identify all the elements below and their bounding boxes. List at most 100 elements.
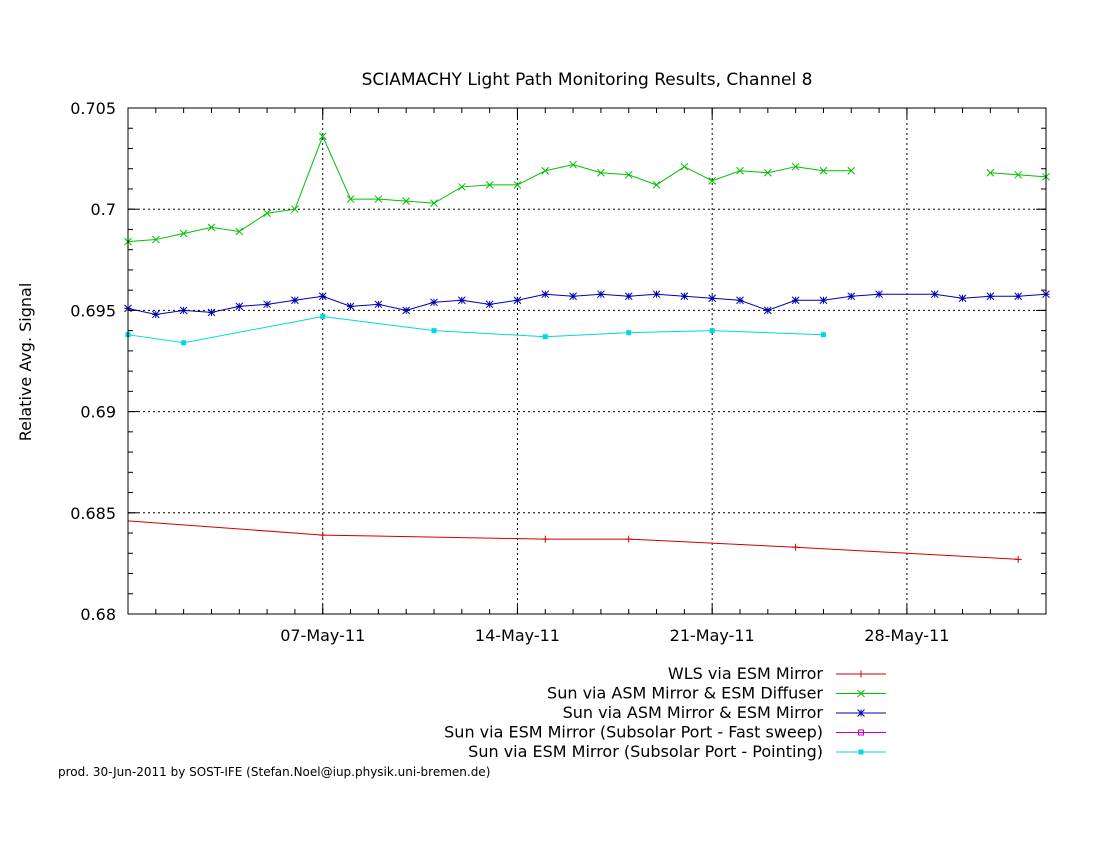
- data-point: [181, 340, 187, 346]
- data-point: [513, 296, 522, 305]
- data-point: [291, 296, 299, 305]
- data-point: [680, 162, 689, 171]
- data-point: [402, 197, 411, 205]
- y-tick-label: 0.69: [80, 403, 116, 422]
- data-point: [986, 292, 995, 301]
- grid-lines: [128, 108, 1046, 614]
- y-axis-label: Relative Avg. Signal: [16, 283, 35, 442]
- data-point: [652, 290, 661, 299]
- data-point: [320, 313, 326, 319]
- data-point: [485, 181, 494, 189]
- data-point: [263, 300, 271, 309]
- y-tick-label: 0.68: [80, 605, 116, 624]
- data-point: [374, 195, 383, 203]
- legend-swatch-marker: [858, 749, 864, 755]
- x-tick-label: 21-May-11: [670, 626, 755, 645]
- data-point: [680, 292, 689, 301]
- data-point: [457, 183, 466, 191]
- data-point: [930, 290, 939, 299]
- data-point: [485, 300, 494, 309]
- data-point: [346, 302, 355, 311]
- legend-label: Sun via ESM Mirror (Subsolar Port - Fast…: [444, 723, 823, 742]
- data-point: [207, 308, 216, 317]
- data-point: [1014, 170, 1023, 179]
- data-point: [875, 290, 883, 299]
- series-line: [127, 315, 824, 344]
- data-point: [791, 296, 800, 305]
- data-point: [763, 306, 772, 315]
- x-tick-label: 28-May-11: [864, 626, 949, 645]
- x-tick-label: 07-May-11: [280, 626, 365, 645]
- data-point: [708, 177, 717, 185]
- data-point: [431, 328, 437, 334]
- data-point: [457, 296, 466, 305]
- footer-credit: prod. 30-Jun-2011 by SOST-IFE (Stefan.No…: [58, 765, 490, 779]
- data-point: [402, 306, 411, 315]
- data-point: [819, 296, 828, 305]
- data-point: [318, 292, 327, 301]
- data-point: [569, 292, 577, 301]
- data-point: [986, 168, 995, 177]
- legend-swatch-marker: [857, 689, 865, 698]
- data-point: [624, 292, 633, 301]
- data-point: [541, 535, 549, 543]
- data-point: [791, 162, 800, 171]
- plot-frame: [127, 107, 1047, 615]
- y-tick-label: 0.7: [91, 200, 116, 219]
- data-point: [847, 166, 856, 175]
- y-tick-label: 0.705: [70, 99, 116, 118]
- data-point: [709, 328, 715, 334]
- data-point: [569, 160, 577, 169]
- chart-title: SCIAMACHY Light Path Monitoring Results,…: [362, 70, 813, 90]
- data-point: [346, 195, 355, 203]
- data-point: [820, 332, 826, 338]
- series-line: [127, 520, 1019, 560]
- data-point: [652, 181, 661, 189]
- data-point: [235, 302, 244, 311]
- data-point: [235, 227, 244, 236]
- series-1: [127, 520, 1022, 563]
- legend-label: WLS via ESM Mirror: [668, 664, 824, 683]
- data-point: [625, 535, 633, 543]
- data-point: [763, 168, 772, 177]
- data-point: [319, 531, 327, 539]
- data-point: [626, 330, 632, 336]
- series-line: [127, 135, 852, 243]
- series-2: [124, 132, 1050, 246]
- data-point: [151, 310, 160, 319]
- data-point: [958, 294, 967, 303]
- data-point: [819, 166, 828, 175]
- axis-ticks: 0.705 0.7 0.695 0.69 0.685 0.68 07-May-11 14-Ma…: [70, 99, 1047, 645]
- data-point: [430, 298, 438, 307]
- data-point: [542, 334, 548, 340]
- data-point: [430, 199, 438, 207]
- data-point: [1014, 555, 1022, 563]
- series-5: [125, 313, 826, 346]
- data-point: [207, 223, 216, 232]
- legend-swatch-marker: [858, 729, 864, 736]
- data-point: [736, 296, 744, 305]
- legend-swatch-marker: [857, 670, 865, 678]
- x-tick-label: 14-May-11: [475, 626, 560, 645]
- data-point: [179, 306, 188, 315]
- data-point: [736, 166, 744, 175]
- legend-label: Sun via ASM Mirror & ESM Mirror: [563, 703, 824, 722]
- data-point: [541, 290, 550, 299]
- series-area: [124, 132, 1050, 563]
- data-point: [374, 300, 383, 309]
- series-3: [124, 290, 1050, 319]
- legend-label: Sun via ESM Mirror (Subsolar Port - Poin…: [468, 742, 823, 761]
- data-point: [1014, 292, 1023, 301]
- y-tick-label: 0.695: [70, 301, 116, 320]
- data-point: [513, 181, 522, 189]
- y-tick-label: 0.685: [70, 504, 116, 523]
- data-point: [541, 166, 550, 175]
- legend-label: Sun via ASM Mirror & ESM Diffuser: [547, 684, 823, 703]
- data-point: [263, 209, 271, 218]
- data-point: [597, 168, 605, 177]
- data-point: [792, 543, 800, 551]
- data-point: [708, 294, 717, 303]
- data-point: [318, 132, 327, 141]
